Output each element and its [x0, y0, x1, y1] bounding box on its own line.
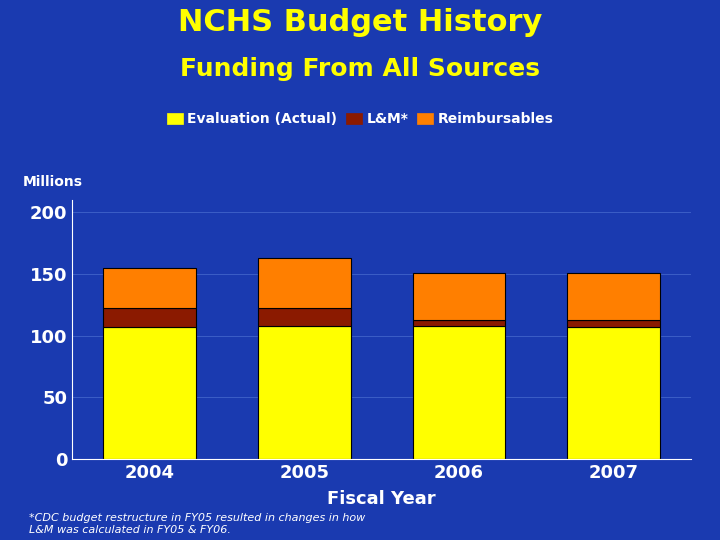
Legend: Evaluation (Actual), L&M*, Reimbursables: Evaluation (Actual), L&M*, Reimbursables — [161, 107, 559, 132]
Bar — [258, 308, 351, 326]
Text: Millions: Millions — [22, 176, 83, 190]
Text: *CDC budget restructure in FY05 resulted in changes in how
L&M was calculated in: *CDC budget restructure in FY05 resulted… — [29, 513, 365, 535]
Bar — [103, 308, 196, 327]
Bar — [103, 327, 196, 459]
Bar — [413, 320, 505, 326]
Bar — [567, 327, 660, 459]
Bar — [103, 268, 196, 308]
Bar — [567, 273, 660, 320]
Bar — [258, 326, 351, 459]
Text: NCHS Budget History: NCHS Budget History — [178, 8, 542, 37]
Bar — [258, 258, 351, 308]
Text: Funding From All Sources: Funding From All Sources — [180, 57, 540, 80]
Bar — [567, 320, 660, 327]
Bar — [413, 273, 505, 320]
Text: Fiscal Year: Fiscal Year — [328, 490, 436, 509]
Bar — [413, 326, 505, 459]
